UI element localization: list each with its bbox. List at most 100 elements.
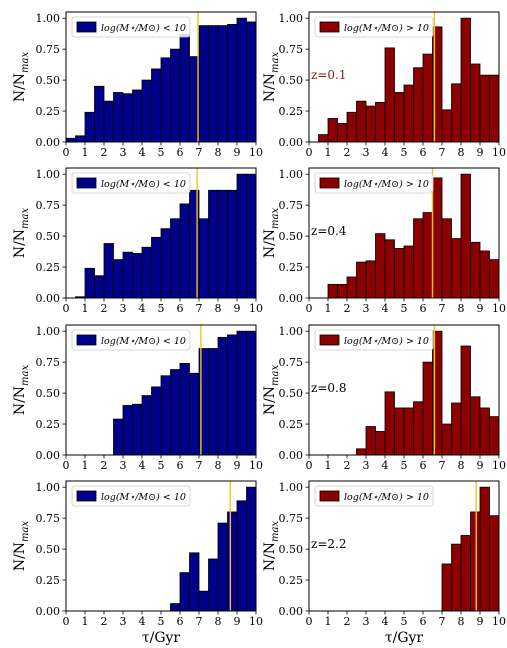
histogram-bar: [113, 92, 124, 143]
x-tick-label: 0: [63, 615, 70, 628]
histogram-bar: [460, 17, 471, 143]
legend-label: log(M⋆/M⊙) > 10: [344, 492, 429, 503]
legend: log(M⋆/M⊙) < 10: [71, 485, 191, 507]
y-tick-label: 0.50: [36, 387, 61, 400]
histogram-bar: [113, 259, 124, 299]
x-tick-label: 8: [215, 302, 222, 315]
x-tick-label: 4: [139, 459, 146, 472]
legend-label: log(M⋆/M⊙) < 10: [101, 336, 186, 347]
redshift-label: z=2.2: [311, 537, 346, 551]
histogram-bar: [141, 79, 152, 143]
x-tick-label: 4: [139, 615, 146, 628]
histogram-bar: [451, 238, 462, 299]
x-tick-label: 4: [382, 146, 389, 159]
legend-box: [314, 16, 434, 38]
x-tick-label: 0: [306, 459, 313, 472]
y-tick-label: 1.00: [279, 168, 304, 181]
histogram-bar: [337, 123, 348, 143]
y-tick-label: 0.25: [279, 418, 304, 431]
x-tick-label: 7: [196, 459, 203, 472]
histogram-bar: [236, 330, 247, 456]
legend: log(M⋆/M⊙) > 10: [314, 329, 434, 351]
y-axis-label-subscript: max: [20, 207, 31, 228]
x-tick-label: 1: [325, 146, 332, 159]
histogram-bar: [384, 47, 395, 143]
histogram-bar: [346, 276, 357, 299]
x-tick-label: 7: [196, 615, 203, 628]
x-tick-label: 10: [492, 459, 506, 472]
x-tick-label: 0: [63, 302, 70, 315]
panel-row4-low: 0 1 2 3 4 5 6 7 8 9 10 0.00 0.25 0.50 0.75 1.00 N/Nmax lo…: [12, 480, 263, 646]
x-tick-label: 7: [439, 615, 446, 628]
histogram-bar: [122, 405, 133, 456]
y-tick-label: 0.25: [36, 105, 61, 118]
histogram-bar: [432, 177, 443, 299]
panel-row1-low: 0 1 2 3 4 5 6 7 8 9 10 0.00 0.25 0.50 0.75 1.00 N/Nmax lo…: [12, 11, 263, 159]
x-tick-label: 6: [177, 302, 184, 315]
histogram-bar: [384, 239, 395, 299]
x-tick-label: 6: [177, 459, 184, 472]
histogram-bar: [227, 23, 238, 143]
x-tick-label: 3: [120, 146, 127, 159]
legend-box: [314, 172, 434, 194]
x-tick-label: 4: [139, 302, 146, 315]
histogram-bar: [160, 228, 171, 299]
histogram-bar: [356, 448, 367, 456]
x-tick-label: 8: [215, 146, 222, 159]
histogram-bar: [217, 25, 228, 143]
x-tick-label: 9: [477, 615, 484, 628]
histogram-bar: [122, 93, 133, 143]
histogram-bar: [489, 515, 500, 612]
x-tick-label: 1: [325, 302, 332, 315]
y-tick-label: 0.75: [279, 512, 304, 525]
histogram-bar: [451, 543, 462, 612]
y-tick-label: 0.25: [279, 574, 304, 587]
histogram-bar: [365, 260, 376, 299]
histogram-bar: [198, 25, 209, 143]
legend-label: log(M⋆/M⊙) > 10: [344, 179, 429, 190]
x-tick-label: 5: [158, 146, 165, 159]
histogram-bar: [441, 218, 452, 299]
x-tick-label: 0: [63, 146, 70, 159]
histogram-bar: [132, 253, 143, 299]
histogram-bar: [479, 486, 490, 612]
y-axis-label-text: N/N: [262, 542, 278, 571]
histogram-bar: [479, 407, 490, 456]
y-tick-label: 0.75: [36, 199, 61, 212]
x-tick-label: 9: [477, 302, 484, 315]
histogram-bar: [403, 84, 414, 143]
histogram-bar: [113, 418, 124, 456]
histogram-bar: [246, 330, 257, 456]
y-tick-label: 0.50: [36, 74, 61, 87]
x-tick-label: 2: [101, 302, 108, 315]
histogram-bar: [375, 233, 386, 299]
legend-swatch: [76, 177, 97, 189]
histogram-bar: [141, 246, 152, 299]
x-tick-label: 4: [382, 615, 389, 628]
y-axis-label-subscript: max: [270, 51, 281, 72]
x-tick-label: 1: [325, 615, 332, 628]
histogram-bar: [103, 243, 114, 299]
y-axis-label-text: N/N: [262, 229, 278, 258]
legend-swatch: [76, 490, 97, 502]
histogram-bar: [422, 53, 433, 143]
y-tick-label: 0.00: [279, 292, 304, 305]
histogram-bar: [94, 85, 105, 143]
legend-swatch: [76, 21, 97, 33]
histogram-bar: [65, 137, 76, 143]
histogram-bar: [132, 403, 143, 456]
histogram-bar: [441, 109, 452, 143]
histogram-bar: [217, 189, 228, 299]
x-tick-label: 10: [492, 146, 506, 159]
y-tick-label: 0.00: [279, 136, 304, 149]
histogram-bar: [413, 67, 424, 143]
histogram-bar: [170, 48, 181, 143]
y-tick-label: 1.00: [279, 325, 304, 338]
legend-swatch: [319, 21, 340, 33]
histogram-bar: [179, 572, 190, 612]
x-tick-label: 0: [306, 146, 313, 159]
legend-label: log(M⋆/M⊙) < 10: [101, 492, 186, 503]
y-axis-label-text: N/N: [12, 542, 28, 571]
x-tick-label: 8: [458, 302, 465, 315]
